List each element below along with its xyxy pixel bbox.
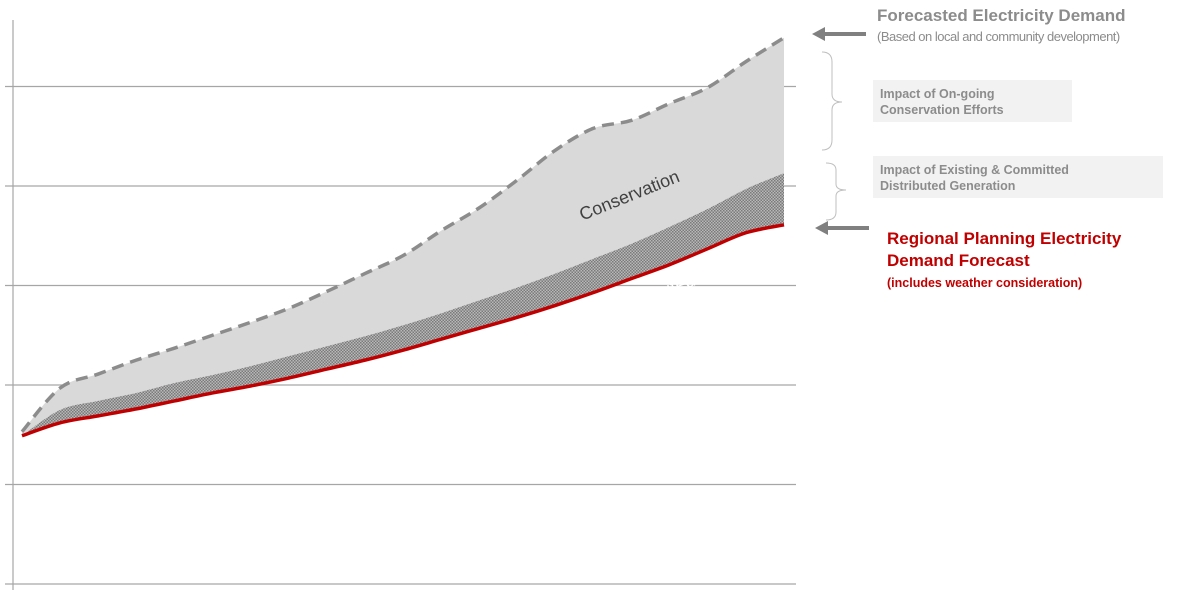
forecast-arrow-icon	[812, 27, 866, 41]
dg-brace-icon	[825, 162, 847, 221]
regional-arrow-icon	[815, 221, 869, 235]
forecasted-demand-line	[20, 36, 785, 433]
distributed-generation-area	[22, 173, 784, 436]
conservation-impact-line-2: Conservation Efforts	[880, 103, 1004, 117]
regional-forecast-line	[21, 223, 785, 438]
dg-impact-line-1: Impact of Existing & Committed	[880, 163, 1069, 177]
forecast-demand-subtitle: (Based on local and community developmen…	[877, 29, 1120, 44]
forecast-demand-title: Forecasted Electricity Demand	[877, 6, 1126, 25]
dg-impact-box: Impact of Existing & Committed Distribut…	[873, 156, 1163, 198]
conservation-impact-line-1: Impact of On-going	[880, 87, 995, 101]
dg-impact-line-2: Distributed Generation	[880, 179, 1016, 193]
demand-forecast-chart: Conservation Distributed Generation	[5, 20, 796, 590]
regional-forecast-title: Regional Planning Electricity Demand For…	[887, 229, 1122, 270]
regional-forecast-note: (includes weather consideration)	[887, 276, 1083, 290]
conservation-brace-icon	[821, 51, 843, 151]
conservation-impact-box: Impact of On-going Conservation Efforts	[873, 80, 1072, 122]
